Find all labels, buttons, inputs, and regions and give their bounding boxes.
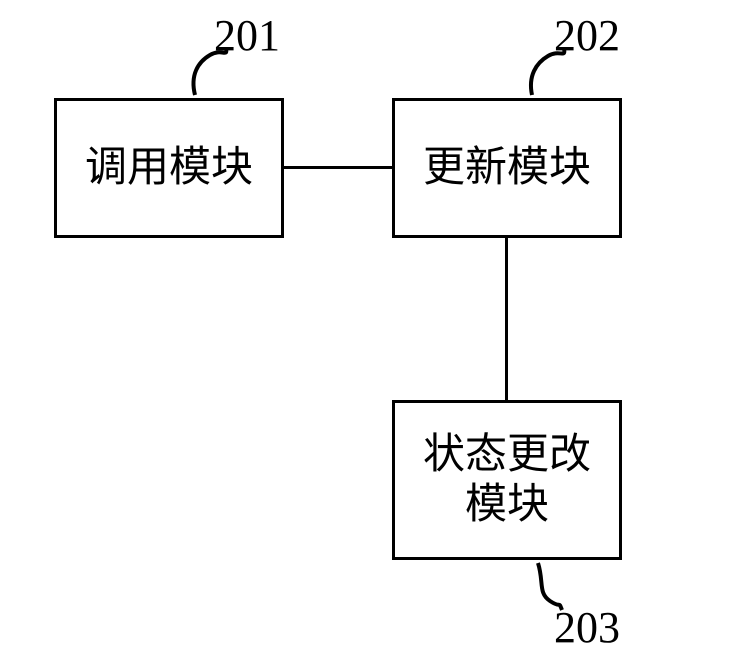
ref-label-203: 203 bbox=[554, 602, 620, 653]
ref-label-201: 201 bbox=[214, 10, 280, 61]
ref-label-202: 202 bbox=[554, 10, 620, 61]
lead-curve-203 bbox=[0, 0, 733, 661]
